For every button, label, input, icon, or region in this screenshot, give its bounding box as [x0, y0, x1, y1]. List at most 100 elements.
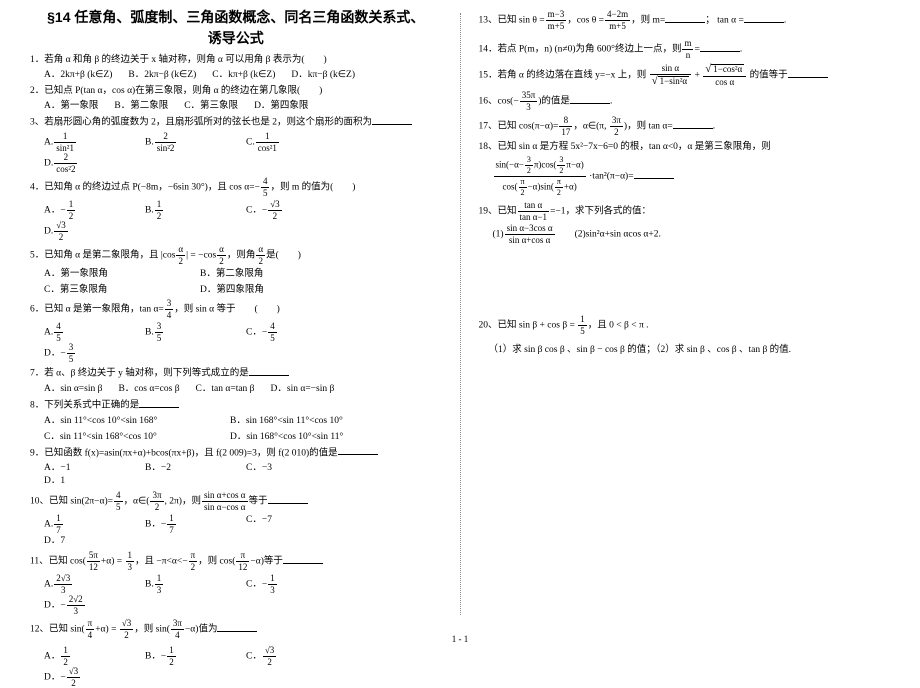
q19-t2: =−1，求下列各式的值：: [550, 207, 651, 217]
q8-opt-a: A．sin 11°<cos 10°<sin 168°: [44, 415, 214, 428]
q5-t1: 5．已知角 α 是第二象限角，且 |cos: [30, 251, 175, 261]
q11-t3: ，且 −π<α<−: [135, 557, 188, 567]
q5-opt-c: C．第三象限角: [44, 284, 184, 297]
q4-text1: 4．已知角 α 的终边过点 P(−8m，−6sin 30°)，且 cos α=−: [30, 183, 260, 193]
q18: 18、已知 sin α 是方程 5x²−7x−6=0 的根，tan α<0，α …: [479, 141, 891, 154]
q10: 10、已知 sin(2π−α)=45，α∈(3π2, 2π)，则sin α+co…: [30, 491, 442, 512]
q1-opt-d: D．kπ−β (k∈Z): [291, 69, 355, 82]
q11-opt-a: A.2√33: [44, 574, 129, 595]
q7-opt-a: A．sin α=sin β: [44, 383, 102, 396]
q3-blank: [372, 116, 412, 125]
q3-opt-c: C.1cos²1: [246, 132, 331, 153]
q19: 19、已知tan αtan α−1=−1，求下列各式的值：: [479, 201, 891, 222]
q4-opt-d: D.√32: [44, 221, 129, 242]
q3-opt-d: D.2cos²2: [44, 153, 129, 174]
q7-blank: [249, 367, 289, 376]
q8-blank: [139, 399, 179, 408]
q8-opt-b: B．sin 168°<sin 11°<cos 10°: [230, 415, 343, 428]
q1-opt-a: A．2kπ+β (k∈Z): [44, 69, 112, 82]
q6-opt-a: A.45: [44, 322, 129, 343]
doc-title-line2: 诱导公式: [30, 29, 442, 48]
q10-options: A.17 B．−17 C．−7 D．7: [44, 514, 442, 548]
page: §14 任意角、弧度制、三角函数概念、同名三角函数关系式、 诱导公式 1．若角 …: [0, 0, 920, 620]
q7-text: 7．若 α、β 终边关于 y 轴对称，则下列等式成立的是: [30, 369, 249, 379]
q7-opt-c: C．tan α=tan β: [196, 383, 255, 396]
q4: 4．已知角 α 的终边过点 P(−8m，−6sin 30°)，且 cos α=−…: [30, 177, 442, 198]
q11: 11、已知 cos(5π12+α) = 13，且 −π<α<−π2，则 cos(…: [30, 551, 442, 572]
q10-opt-c: C．−7: [246, 514, 331, 535]
q16-blank: [570, 95, 610, 104]
q15-t2: 的值等于: [750, 71, 788, 81]
q10-opt-b: B．−17: [145, 514, 230, 535]
q5-opt-a: A．第一象限角: [44, 268, 184, 281]
q5-t3: ，则角: [227, 251, 256, 261]
q11-t1: 11、已知 cos: [30, 557, 83, 567]
q10-opt-d: D．7: [44, 535, 129, 548]
q11-t4: ，则 cos: [198, 557, 232, 567]
q13-t3: ，则 m=: [631, 16, 665, 26]
q9-opt-a: A．−1: [44, 462, 129, 475]
q8: 8．下列关系式中正确的是: [30, 399, 442, 413]
q2-opt-a: A．第一象限: [44, 100, 98, 113]
q8-opt-d: D．sin 168°<cos 10°<sin 11°: [230, 431, 343, 444]
q16-t2: 的值是: [541, 97, 570, 107]
q10-t4: 等于: [249, 497, 268, 507]
q18-expr: sin(−α−32π)cos(32π−α) cos(π2−α)sin(π2+α)…: [493, 156, 891, 197]
q7: 7．若 α、β 终边关于 y 轴对称，则下列等式成立的是: [30, 367, 442, 381]
q16: 16、cos(−35π3)的值是.: [479, 91, 891, 112]
q4-text2: ，则 m 的值为( ): [270, 183, 355, 193]
page-footer: 1 - 1: [0, 634, 920, 644]
q7-options: A．sin α=sin β B．cos α=cos β C．tan α=tan …: [44, 383, 442, 396]
q6-t2: ，则 sin α 等于 ( ): [174, 305, 280, 315]
q13-blank2: [744, 14, 784, 23]
q10-t1: 10、已知 sin(2π−α)=: [30, 497, 113, 507]
q2-opt-b: B．第二象限: [114, 100, 168, 113]
q8-options: A．sin 11°<cos 10°<sin 168° B．sin 168°<si…: [44, 415, 442, 428]
q2-opt-d: D．第四象限: [254, 100, 308, 113]
q2-opt-c: C．第三象限: [184, 100, 238, 113]
q9-options: A．−1 B．−2 C．−3 D．1: [44, 462, 442, 488]
q4-options: A．−12 B.12 C．−√32 D.√32: [44, 200, 442, 242]
q3-options: A.1sin²1 B.2sin²2 C.1cos²1 D.2cos²2: [44, 132, 442, 174]
q5-options: A．第一象限角 B．第二象限角: [44, 268, 442, 281]
q17: 17、已知 cos(π−α)=817，α∈(π, 3π2)，则 tan α=.: [479, 116, 891, 137]
q4-opt-a: A．−12: [44, 200, 129, 221]
q10-t2: ，α∈: [124, 497, 147, 507]
q20-t1: 20、已知 sin β + cos β =: [479, 321, 578, 331]
q18-mid: ·tan²(π−α)=: [589, 172, 633, 182]
q6-opt-b: B.35: [145, 322, 230, 343]
column-left: §14 任意角、弧度制、三角函数概念、同名三角函数关系式、 诱导公式 1．若角 …: [20, 8, 460, 620]
q1-options: A．2kπ+β (k∈Z) B．2kπ−β (k∈Z) C．kπ+β (k∈Z)…: [44, 69, 442, 82]
q12-opt-d: D．−√32: [44, 667, 129, 688]
q12-options: A．12 B．−12 C．√32 D．−√32: [44, 646, 442, 688]
q17-t1: 17、已知 cos(π−α)=: [479, 122, 559, 132]
q14: 14．若点 P(m，n) (n≠0)为角 600°终边上一点，则mn=.: [479, 39, 891, 60]
q11-t2: =: [114, 557, 124, 567]
q12-opt-c: C．√32: [246, 646, 331, 667]
q8-opt-c: C．sin 11°<sin 168°<cos 10°: [44, 431, 214, 444]
q3-opt-a: A.1sin²1: [44, 132, 129, 153]
column-right: 13、已知 sin θ =m−3m+5，cos θ =4−2mm+5，则 m=；…: [461, 8, 901, 620]
q14-blank: [700, 43, 740, 52]
q13-t4: ； tan α =: [705, 16, 744, 26]
q4-opt-c: C．−√32: [246, 200, 331, 221]
q6-options: A.45 B.35 C．−45 D．−35: [44, 322, 442, 364]
q20-t2: ，且 0 < β < π .: [588, 321, 649, 331]
q1-opt-b: B．2kπ−β (k∈Z): [128, 69, 196, 82]
q12-blank: [217, 623, 257, 632]
q20-sub: （1）求 sin β cos β 、sin β − cos β 的值；（2）求 …: [489, 344, 891, 357]
q12-opt-b: B．−12: [145, 646, 230, 667]
q5-t2: | = −cos: [186, 251, 216, 261]
q11-blank: [283, 555, 323, 564]
q1-opt-c: C．kπ+β (k∈Z): [212, 69, 275, 82]
q17-t2: ，α∈: [573, 122, 596, 132]
doc-title-line1: §14 任意角、弧度制、三角函数概念、同名三角函数关系式、: [30, 8, 442, 27]
q6-opt-d: D．−35: [44, 343, 129, 364]
q3-text: 3、若扇形圆心角的弧度数为 2，且扇形弧所对的弦长也是 2，则这个扇形的面积为: [30, 118, 372, 128]
q3: 3、若扇形圆心角的弧度数为 2，且扇形弧所对的弦长也是 2，则这个扇形的面积为: [30, 116, 442, 130]
q7-opt-b: B．cos α=cos β: [118, 383, 179, 396]
q11-opt-b: B.13: [145, 574, 230, 595]
q7-opt-d: D．sin α=−sin β: [271, 383, 335, 396]
q5-t4: 是( ): [266, 251, 301, 261]
q6: 6．已知 α 是第一象限角，tan α=34，则 sin α 等于 ( ): [30, 299, 442, 320]
